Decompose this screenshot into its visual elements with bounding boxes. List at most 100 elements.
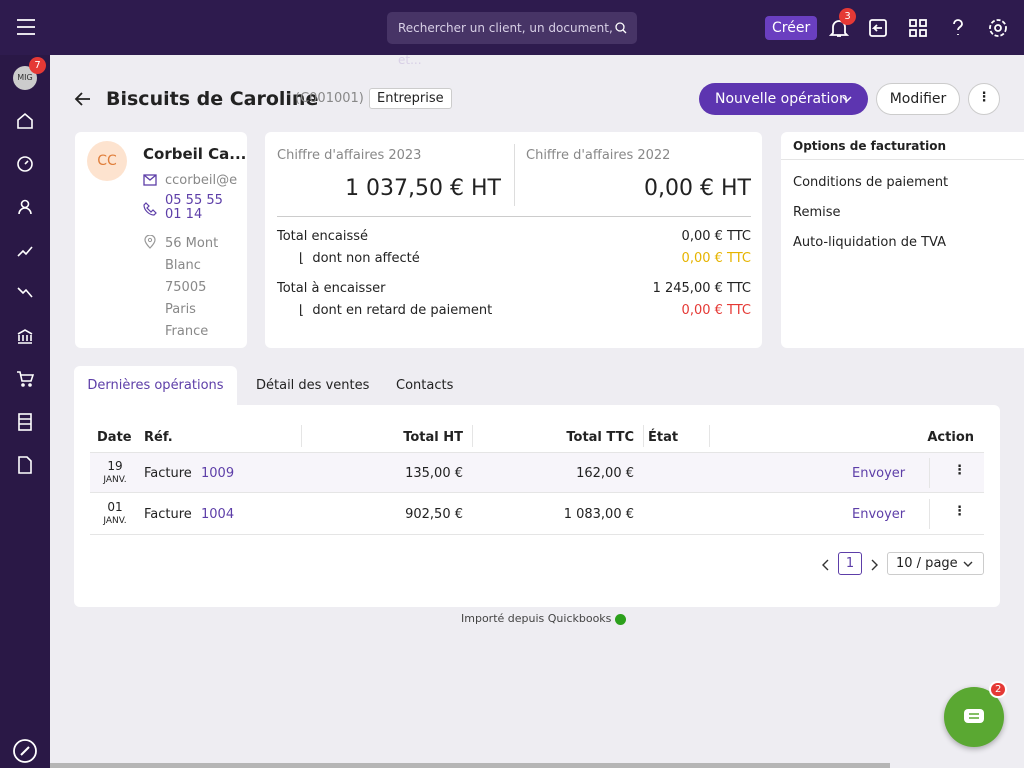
nav-home[interactable] xyxy=(16,112,34,130)
revenue-previous-value: 0,00 € HT xyxy=(644,176,751,201)
address-line: Paris xyxy=(165,302,196,317)
settings-button[interactable] xyxy=(988,18,1008,38)
operations-panel xyxy=(74,405,1000,607)
nav-purchases[interactable] xyxy=(16,284,34,302)
nav-sales[interactable] xyxy=(16,241,34,259)
column-separator xyxy=(929,499,930,529)
billing-options-card: Options de facturation Conditions de pai… xyxy=(781,132,1024,348)
page-title: Biscuits de Caroline xyxy=(106,88,319,110)
summary-row: Total encaissé 0,00 € TTC xyxy=(277,229,751,244)
chevron xyxy=(842,96,852,102)
phone-icon xyxy=(143,202,157,216)
summary-value: 1 245,00 € TTC xyxy=(652,281,751,296)
apps-button[interactable] xyxy=(908,18,928,38)
billing-option[interactable]: Conditions de paiement xyxy=(793,175,949,190)
scrollbar[interactable] xyxy=(50,763,890,768)
back-button[interactable] xyxy=(74,91,92,107)
column-header: Date xyxy=(97,430,132,445)
date-day: 01 xyxy=(107,500,123,514)
date-cell: 01 JANV. xyxy=(98,500,132,528)
column-header: Réf. xyxy=(144,430,173,445)
help-button[interactable] xyxy=(948,18,968,38)
billing-option[interactable]: Remise xyxy=(793,205,841,220)
import-note: Importé depuis Quickbooks xyxy=(461,612,626,625)
contact-card: CC Corbeil Ca... ccorbeil@e 05 55 55 01 … xyxy=(75,132,247,348)
rocket-icon[interactable] xyxy=(12,738,38,764)
edit-button[interactable]: Modifier xyxy=(876,83,960,115)
search-icon xyxy=(615,22,627,34)
address-line: France xyxy=(165,324,209,339)
nav-dashboard[interactable] xyxy=(16,155,34,173)
total-ht: 902,50 € xyxy=(405,507,463,522)
search-placeholder: Rechercher un client, un document, et... xyxy=(398,21,613,67)
summary-label-text: dont non affecté xyxy=(312,251,420,266)
column-header: Action xyxy=(927,430,974,445)
more-button[interactable]: ⋮ xyxy=(968,83,1000,115)
address-icon xyxy=(144,235,156,249)
divider xyxy=(514,144,515,206)
row-menu[interactable]: ⋮ xyxy=(953,504,966,519)
column-header: État xyxy=(648,430,679,445)
tab[interactable]: Détail des ventes xyxy=(256,378,370,393)
doc-number[interactable]: 1009 xyxy=(201,466,235,481)
summary-value: 0,00 € TTC xyxy=(681,229,751,244)
billing-options-title: Options de facturation xyxy=(793,139,947,153)
summary-row: ⌊ dont non affecté 0,00 € TTC xyxy=(277,251,751,266)
client-type-tag: Entreprise xyxy=(369,88,452,109)
billing-option[interactable]: Auto-liquidation de TVA xyxy=(793,235,946,250)
contact-initials: CC xyxy=(87,141,127,181)
tab[interactable]: Contacts xyxy=(396,378,454,393)
page-button[interactable]: 1 xyxy=(838,552,862,575)
menu-button[interactable] xyxy=(16,18,36,36)
summary-label-text: dont en retard de paiement xyxy=(312,303,493,318)
chat-badge: 2 xyxy=(989,681,1008,698)
page-size-select[interactable]: 10 / page xyxy=(887,552,984,575)
client-code: (C001001) xyxy=(295,91,364,106)
nav-shop[interactable] xyxy=(16,370,34,388)
doc-type: Facture xyxy=(144,466,192,481)
import-text: Importé depuis Quickbooks xyxy=(461,612,612,625)
contact-phone[interactable]: 05 55 55 01 14 xyxy=(165,193,223,222)
revenue-current-label: Chiffre d'affaires 2023 xyxy=(277,148,422,163)
column-separator xyxy=(472,425,473,447)
nav-clients[interactable] xyxy=(16,198,34,216)
summary-label: Total encaissé xyxy=(277,229,368,244)
nav-documents[interactable] xyxy=(16,456,34,474)
summary-value: 0,00 € TTC xyxy=(681,303,751,318)
create-button[interactable]: Créer xyxy=(765,16,818,40)
nav-accounting[interactable] xyxy=(16,413,34,431)
send-button[interactable]: Envoyer xyxy=(852,507,906,522)
date-month: JANV. xyxy=(103,475,127,485)
switch-button[interactable] xyxy=(868,18,888,38)
date-month: JANV. xyxy=(103,516,127,526)
search-input[interactable]: Rechercher un client, un document, et... xyxy=(387,12,637,67)
total-ht: 135,00 € xyxy=(405,466,463,481)
revenue-card: Chiffre d'affaires 2023 1 037,50 € HT Ch… xyxy=(265,132,762,348)
divider xyxy=(781,159,1024,160)
column-header: Total HT xyxy=(403,430,463,445)
chat-icon xyxy=(964,709,984,723)
send-button[interactable]: Envoyer xyxy=(852,466,906,481)
revenue-previous-label: Chiffre d'affaires 2022 xyxy=(526,148,671,163)
new-operation-button[interactable]: Nouvelle opération xyxy=(699,83,868,115)
prev-page[interactable] xyxy=(821,559,831,571)
top-bar: Rechercher un client, un document, et...… xyxy=(0,0,1024,67)
summary-row: Total à encaisser 1 245,00 € TTC xyxy=(277,281,751,296)
date-cell: 19 JANV. xyxy=(98,459,132,487)
column-separator xyxy=(709,425,710,447)
next-page[interactable] xyxy=(869,559,879,571)
column-separator xyxy=(929,458,930,488)
summary-row: ⌊ dont en retard de paiement 0,00 € TTC xyxy=(277,303,751,318)
notification-badge: 3 xyxy=(839,8,856,25)
table-row[interactable] xyxy=(90,452,984,493)
email-icon xyxy=(143,174,157,186)
tab-active[interactable]: Dernières opérations xyxy=(74,366,237,406)
nav-bank[interactable] xyxy=(16,327,34,345)
row-border xyxy=(90,534,984,535)
row-menu[interactable]: ⋮ xyxy=(953,463,966,478)
doc-number[interactable]: 1004 xyxy=(201,507,235,522)
sidebar: MIG 7 xyxy=(0,55,50,768)
quickbooks-icon xyxy=(614,613,626,625)
summary-label: ⌊ dont non affecté xyxy=(299,251,420,266)
